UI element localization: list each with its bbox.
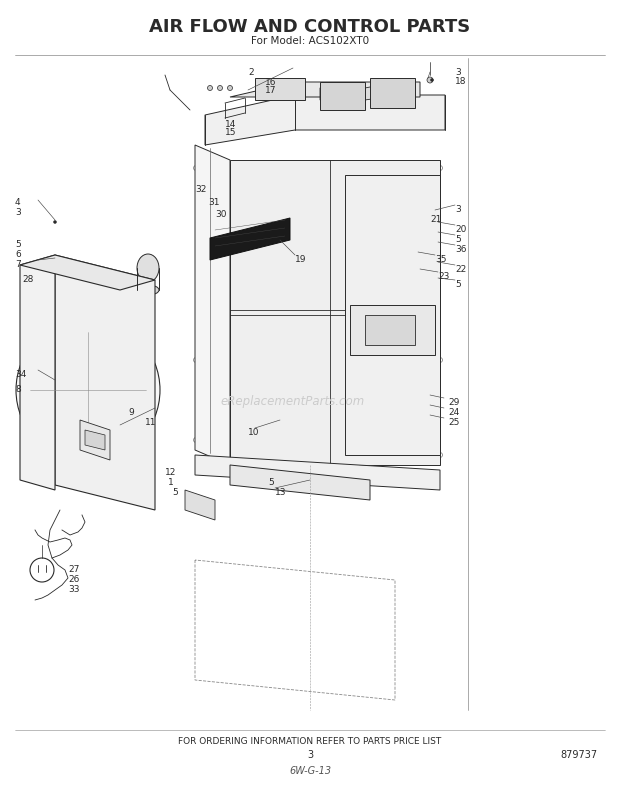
Circle shape xyxy=(218,85,223,90)
Polygon shape xyxy=(55,255,155,510)
Text: eReplacementParts.com: eReplacementParts.com xyxy=(220,395,365,408)
Text: 19: 19 xyxy=(295,255,306,264)
Polygon shape xyxy=(320,84,360,100)
Text: 9: 9 xyxy=(128,408,134,417)
Circle shape xyxy=(278,240,281,244)
Text: 14: 14 xyxy=(225,120,236,129)
Text: 33: 33 xyxy=(68,585,79,594)
Polygon shape xyxy=(210,218,290,260)
Text: 5: 5 xyxy=(455,280,461,289)
Circle shape xyxy=(428,393,432,396)
Text: 15: 15 xyxy=(225,128,236,137)
Text: 21: 21 xyxy=(430,215,441,224)
Text: 3: 3 xyxy=(15,208,20,217)
Circle shape xyxy=(228,85,232,90)
Polygon shape xyxy=(365,84,405,100)
Text: 35: 35 xyxy=(435,255,446,264)
Polygon shape xyxy=(350,305,435,355)
Text: 27: 27 xyxy=(68,565,79,574)
Polygon shape xyxy=(230,82,420,97)
Text: 25: 25 xyxy=(448,418,459,427)
Polygon shape xyxy=(230,465,370,500)
Polygon shape xyxy=(80,420,110,460)
Text: 23: 23 xyxy=(438,272,450,281)
Circle shape xyxy=(433,209,436,211)
Circle shape xyxy=(436,240,440,244)
Text: 31: 31 xyxy=(208,198,219,207)
Circle shape xyxy=(428,414,432,417)
Text: 1: 1 xyxy=(168,478,174,487)
Text: AIR FLOW AND CONTROL PARTS: AIR FLOW AND CONTROL PARTS xyxy=(149,18,471,36)
Text: 24: 24 xyxy=(448,408,459,417)
Text: 879737: 879737 xyxy=(560,750,597,760)
Circle shape xyxy=(436,277,440,279)
Text: 32: 32 xyxy=(195,185,206,194)
Text: 12: 12 xyxy=(165,468,176,477)
Text: 5: 5 xyxy=(268,478,274,487)
Circle shape xyxy=(418,267,422,271)
Text: For Model: ACS102XT0: For Model: ACS102XT0 xyxy=(251,36,369,46)
Text: 18: 18 xyxy=(455,77,466,86)
Circle shape xyxy=(436,221,440,224)
Text: 20: 20 xyxy=(455,225,466,234)
Polygon shape xyxy=(320,82,365,110)
Text: 5: 5 xyxy=(15,240,20,249)
Text: 6W-G-13: 6W-G-13 xyxy=(289,766,331,776)
Circle shape xyxy=(53,221,56,224)
Circle shape xyxy=(430,78,433,81)
Text: 36: 36 xyxy=(455,245,466,254)
Circle shape xyxy=(53,379,56,381)
Circle shape xyxy=(427,77,433,83)
Circle shape xyxy=(417,251,420,253)
Polygon shape xyxy=(195,145,230,465)
Circle shape xyxy=(208,85,213,90)
Text: 7: 7 xyxy=(15,260,20,269)
Text: 11: 11 xyxy=(145,418,156,427)
Text: 5: 5 xyxy=(172,488,178,497)
Text: FOR ORDERING INFORMATION REFER TO PARTS PRICE LIST: FOR ORDERING INFORMATION REFER TO PARTS … xyxy=(179,737,441,746)
Polygon shape xyxy=(85,430,105,450)
Text: 8: 8 xyxy=(15,385,20,394)
Text: 30: 30 xyxy=(215,210,226,219)
Text: 17: 17 xyxy=(265,86,277,95)
Circle shape xyxy=(16,318,160,462)
Text: 6: 6 xyxy=(15,250,20,259)
Text: 5: 5 xyxy=(455,235,461,244)
Text: 3: 3 xyxy=(307,750,313,760)
Ellipse shape xyxy=(137,254,159,282)
Text: 29: 29 xyxy=(448,398,459,407)
Polygon shape xyxy=(365,315,415,345)
Circle shape xyxy=(428,403,432,407)
Circle shape xyxy=(436,260,440,263)
Circle shape xyxy=(436,230,440,233)
Text: 3: 3 xyxy=(455,68,461,77)
Polygon shape xyxy=(345,175,440,455)
Polygon shape xyxy=(205,95,445,145)
Polygon shape xyxy=(20,255,155,290)
Polygon shape xyxy=(255,78,305,100)
Text: 26: 26 xyxy=(68,575,79,584)
Text: 4: 4 xyxy=(15,198,20,207)
Ellipse shape xyxy=(137,285,159,295)
Polygon shape xyxy=(195,455,440,490)
Text: 22: 22 xyxy=(455,265,466,274)
Text: 16: 16 xyxy=(265,78,277,87)
Polygon shape xyxy=(20,255,55,490)
Text: 10: 10 xyxy=(248,428,260,437)
Text: 2: 2 xyxy=(248,68,254,77)
Polygon shape xyxy=(185,490,215,520)
Text: 13: 13 xyxy=(275,488,286,497)
Circle shape xyxy=(360,355,430,425)
Polygon shape xyxy=(370,78,415,108)
Text: 28: 28 xyxy=(22,275,33,284)
Circle shape xyxy=(53,256,56,259)
Text: 34: 34 xyxy=(15,370,27,379)
Text: 3: 3 xyxy=(455,205,461,214)
Polygon shape xyxy=(230,160,440,465)
